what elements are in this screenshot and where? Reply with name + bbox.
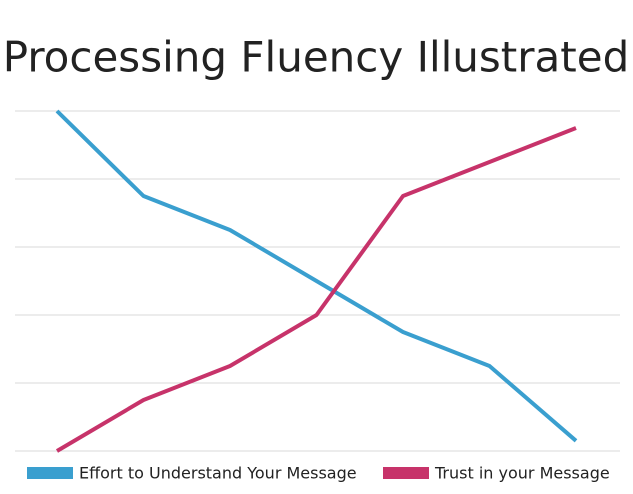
legend-label: Trust in your Message [434,464,610,483]
series-line [55,109,578,443]
legend-swatch [27,467,73,479]
legend-label: Effort to Understand Your Message [79,464,357,483]
legend-swatch [383,467,429,479]
chart-title: Processing Fluency Illustrated [3,33,630,82]
series-line [55,126,577,453]
